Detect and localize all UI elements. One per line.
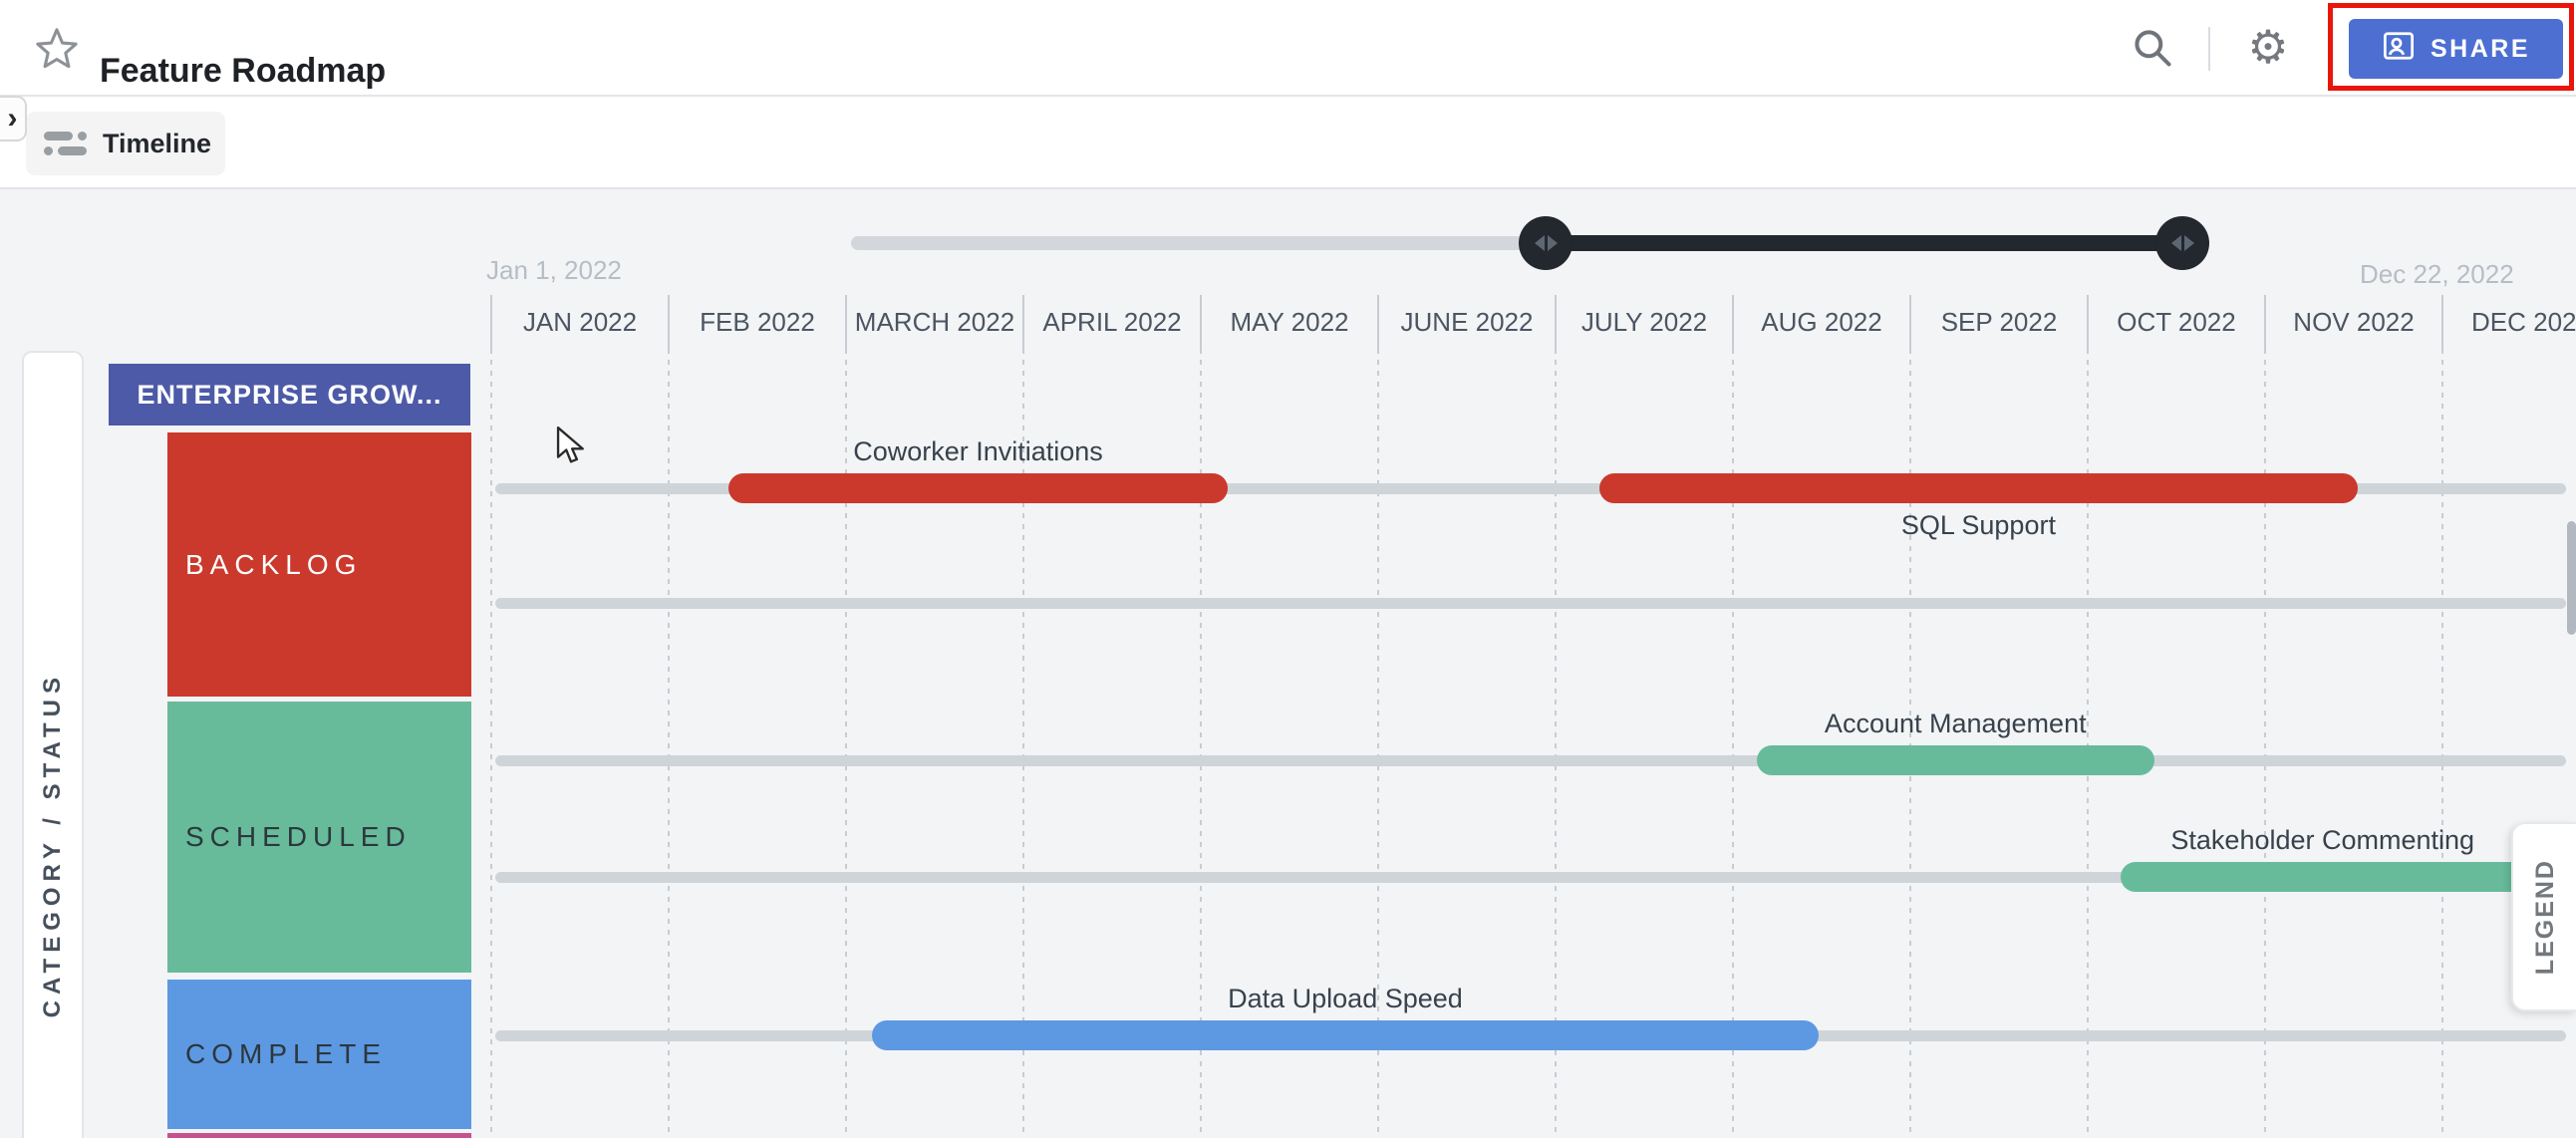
roadmap-bar-label: Account Management	[1824, 709, 2087, 738]
month-header-cell: AUG 2022	[1732, 295, 1909, 349]
roadmap-bar[interactable]	[1756, 745, 2154, 775]
month-gridline	[1200, 349, 1202, 1138]
month-gridline	[2441, 349, 2443, 1138]
status-block: SCHEDULED	[167, 702, 471, 973]
view-tab-label: Timeline	[103, 128, 212, 158]
window-start-date: Jan 1, 2022	[486, 255, 622, 285]
expand-panel-tab[interactable]: ›	[0, 96, 27, 142]
month-gridline	[490, 349, 492, 1138]
month-gridline	[1909, 349, 1911, 1138]
month-header-cell: SEP 2022	[1909, 295, 2087, 349]
handle-left-arrow-icon	[1534, 235, 1545, 251]
month-gridline	[1377, 349, 1379, 1138]
slider-handle-left[interactable]	[1519, 216, 1573, 270]
month-header-cell: JAN 2022	[490, 295, 668, 349]
left-axis-rail: CATEGORY / STATUS	[22, 351, 84, 1138]
month-gridline	[1555, 349, 1557, 1138]
month-header-cell: FEB 2022	[668, 295, 845, 349]
share-button-label: SHARE	[2430, 34, 2530, 63]
roadmap-bar[interactable]	[1598, 473, 2359, 503]
handle-right-arrow-icon	[1547, 235, 1558, 251]
row-track-line	[495, 872, 2566, 883]
settings-gear-icon[interactable]: ⚙	[2247, 20, 2289, 74]
month-gridline	[1732, 349, 1734, 1138]
month-gridline	[1022, 349, 1024, 1138]
roadmap-bar[interactable]	[2120, 862, 2576, 892]
legend-tab[interactable]: LEGEND	[2511, 822, 2576, 1011]
month-gridline	[845, 349, 847, 1138]
roadmap-bar-label: Coworker Invitiations	[853, 436, 1103, 466]
page-title: Feature Roadmap	[100, 51, 387, 90]
category-header[interactable]: ENTERPRISE GROW...	[109, 364, 470, 426]
tab-timeline-view[interactable]: Timeline	[26, 112, 225, 175]
month-gridline	[2264, 349, 2266, 1138]
row-track-line	[495, 598, 2566, 609]
handle-left-arrow-icon	[2170, 235, 2181, 251]
status-block	[167, 1133, 471, 1138]
month-header-cell: MAY 2022	[1200, 295, 1377, 349]
month-header-cell: JULY 2022	[1555, 295, 1732, 349]
window-end-date: Dec 22, 2022	[2360, 259, 2514, 289]
timeline-zoom-slider-track[interactable]	[851, 236, 1549, 250]
month-header-cell: APRIL 2022	[1022, 295, 1200, 349]
roadmap-bar-label: Stakeholder Commenting	[2170, 825, 2475, 855]
timeline-zoom-slider-range[interactable]	[1546, 235, 2183, 251]
month-gridline	[2087, 349, 2089, 1138]
timeline-canvas: Jan 1, 2022 Dec 22, 2022 JAN 2022 FEB 202…	[0, 189, 2576, 1138]
annotation-highlight-box	[2328, 3, 2574, 91]
month-header-cell: JUNE 2022	[1377, 295, 1555, 349]
timeline-view-icon	[44, 132, 87, 155]
row-track-line	[495, 483, 2566, 494]
top-bar: Feature Roadmap ⚙ SHARE	[0, 0, 2576, 97]
favorite-star-icon[interactable]	[34, 26, 80, 72]
status-block: COMPLETE	[167, 980, 471, 1129]
month-header-cell: MARCH 2022	[845, 295, 1022, 349]
slider-handle-right[interactable]	[2155, 216, 2209, 270]
share-button[interactable]: SHARE	[2349, 19, 2563, 79]
share-contact-icon	[2382, 31, 2416, 68]
row-track-line	[495, 755, 2566, 766]
handle-right-arrow-icon	[2183, 235, 2194, 251]
roadmap-bar[interactable]	[871, 1020, 1820, 1050]
view-toolbar: Timeline +	[0, 99, 2576, 272]
status-block: BACKLOG	[167, 432, 471, 697]
month-header-cell: OCT 2022	[2087, 295, 2264, 349]
mouse-cursor	[554, 427, 588, 471]
topbar-divider	[2208, 27, 2210, 71]
month-header-cell: DEC 2022	[2441, 295, 2576, 349]
left-axis-label: CATEGORY / STATUS	[39, 672, 66, 1018]
legend-tab-label: LEGEND	[2530, 858, 2559, 976]
vertical-scrollbar-thumb[interactable]	[2567, 521, 2576, 635]
month-gridline	[668, 349, 670, 1138]
roadmap-bar-label: SQL Support	[1900, 510, 2056, 540]
month-header-cell: NOV 2022	[2264, 295, 2441, 349]
roadmap-bar-label: Data Upload Speed	[1228, 984, 1463, 1013]
roadmap-bar[interactable]	[727, 473, 1229, 503]
search-icon[interactable]	[2131, 26, 2174, 70]
category-label: ENTERPRISE GROW...	[137, 379, 442, 410]
